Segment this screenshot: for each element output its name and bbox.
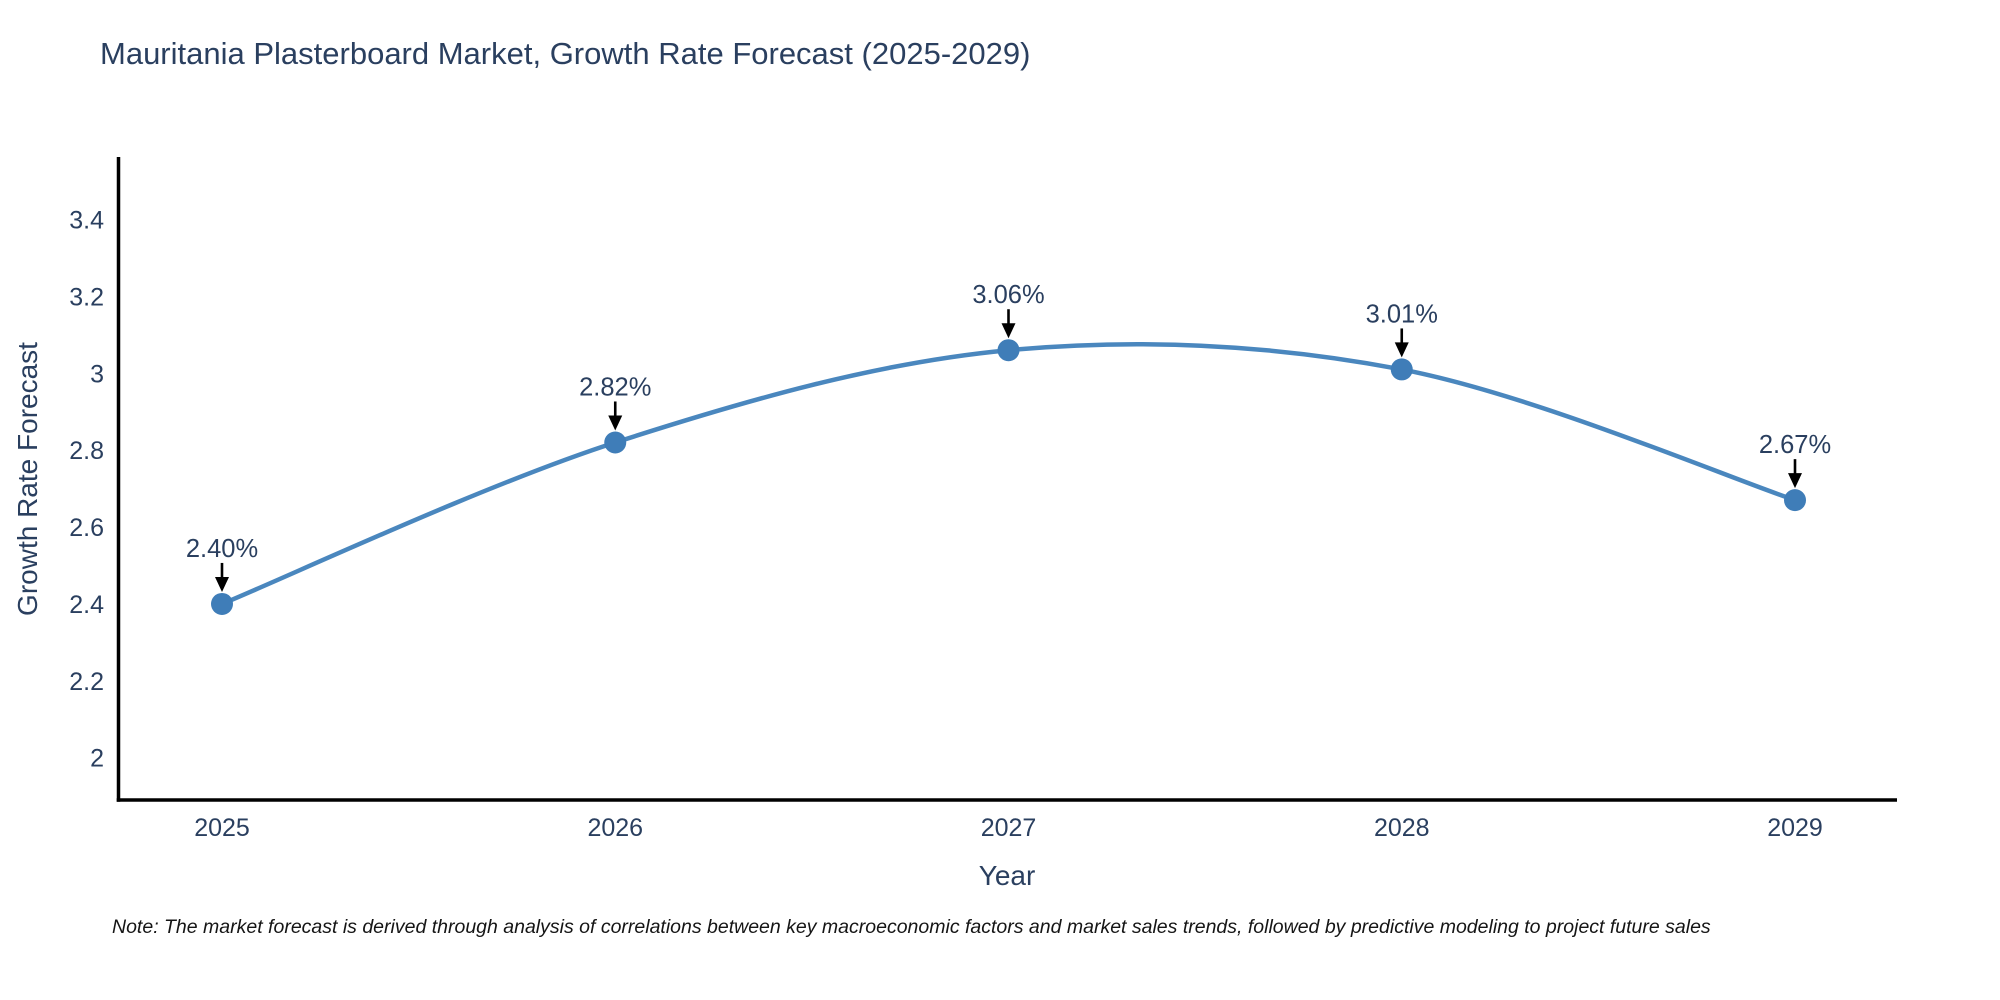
annotation-label: 2.82%: [579, 373, 651, 401]
x-axis-title: Year: [978, 860, 1036, 891]
y-tick-label: 3.2: [69, 283, 104, 311]
data-point-marker[interactable]: [997, 339, 1020, 362]
x-tick-label: 2027: [981, 814, 1037, 842]
x-tick-label: 2026: [587, 814, 643, 842]
data-point-marker[interactable]: [211, 592, 233, 615]
y-tick-label: 2.2: [69, 668, 104, 696]
x-tick-label: 2029: [1767, 814, 1823, 842]
data-point-marker[interactable]: [1784, 489, 1806, 512]
annotation-arrow-head: [608, 415, 623, 431]
data-point-marker[interactable]: [604, 431, 627, 454]
y-tick-label: 2.4: [69, 591, 104, 619]
annotation-label: 3.06%: [972, 281, 1044, 309]
footnote: Note: The market forecast is derived thr…: [112, 916, 1711, 938]
annotation-arrow-head: [215, 576, 229, 592]
chart-title: Mauritania Plasterboard Market, Growth R…: [100, 36, 1031, 71]
x-tick-label: 2025: [194, 814, 250, 842]
x-tick-label: 2028: [1374, 814, 1430, 842]
y-tick-label: 2: [90, 745, 104, 773]
annotation-label: 2.67%: [1759, 431, 1831, 459]
annotation-arrow-head: [1394, 342, 1409, 358]
annotation-arrow-head: [1788, 473, 1802, 489]
series-line: [221, 342, 1796, 607]
annotation-arrow-head: [1001, 323, 1016, 339]
y-tick-label: 2.6: [69, 514, 104, 542]
annotation-label: 3.01%: [1366, 300, 1438, 328]
annotation-label: 2.40%: [186, 535, 258, 563]
y-tick-label: 3: [90, 360, 104, 388]
data-point-marker[interactable]: [1390, 358, 1413, 381]
y-tick-label: 3.4: [69, 207, 104, 235]
y-tick-label: 2.8: [69, 437, 104, 465]
